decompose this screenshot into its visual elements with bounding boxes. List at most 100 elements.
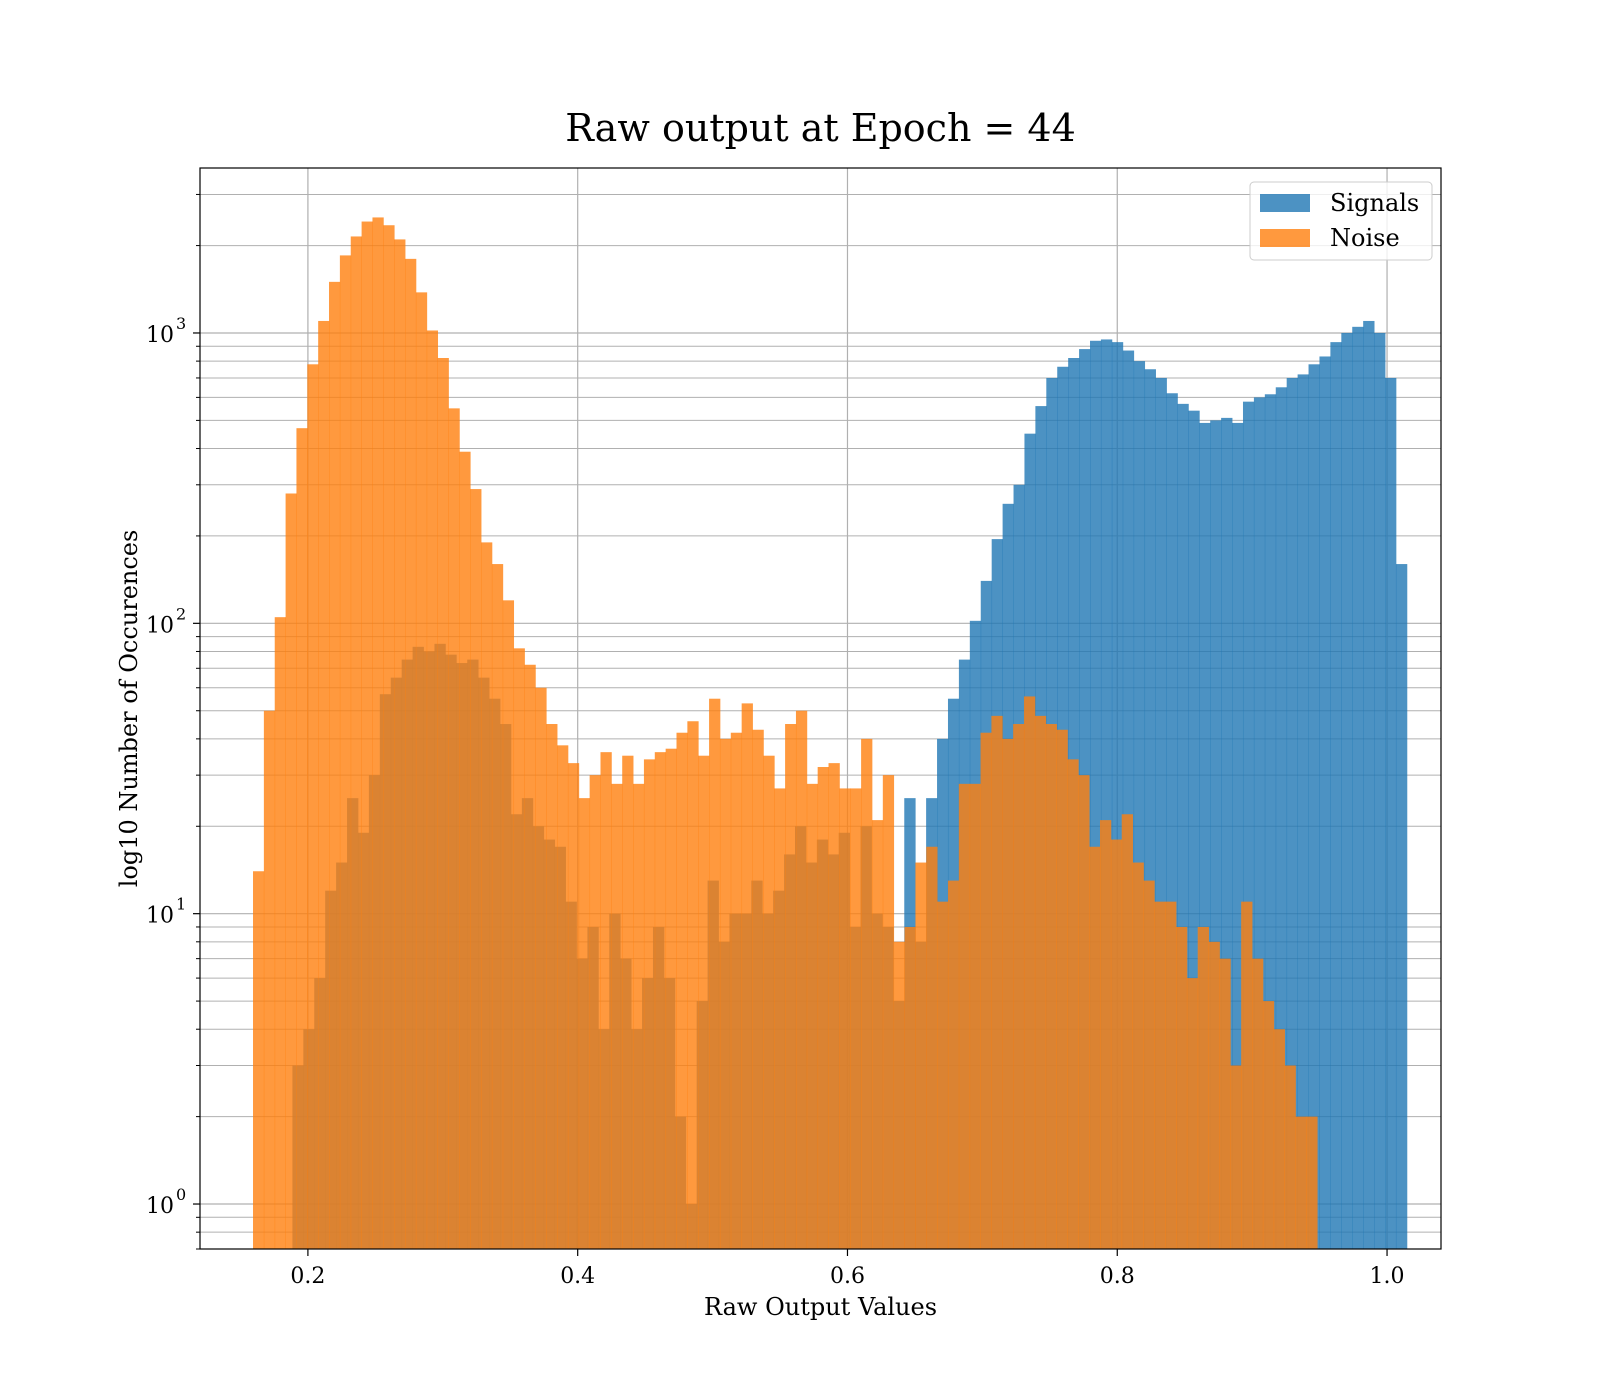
histogram-bar: [1241, 901, 1253, 1249]
histogram-bar: [383, 225, 395, 1249]
x-tick-label: 1.0: [1370, 1264, 1405, 1289]
histogram-bar: [980, 732, 992, 1249]
histogram-bar: [611, 783, 623, 1249]
histogram-bar: [1056, 729, 1068, 1249]
legend-swatch-noise: [1260, 229, 1310, 247]
x-axis-label: Raw Output Values: [704, 1293, 937, 1321]
histogram-bar: [1155, 377, 1167, 1250]
histogram-bar: [318, 320, 330, 1249]
histogram-bar: [795, 710, 808, 1249]
histogram-bar: [567, 763, 580, 1249]
histogram-bar: [774, 788, 786, 1249]
x-tick-label: 0.6: [830, 1264, 865, 1289]
histogram-bar: [1166, 393, 1178, 1249]
y-tick-label: 10: [146, 1194, 174, 1219]
histogram-bar: [513, 648, 525, 1249]
histogram-bar: [589, 775, 601, 1249]
legend-label-noise: Noise: [1330, 224, 1400, 252]
histogram-bar: [1089, 846, 1101, 1249]
legend: Signals Noise: [1249, 181, 1433, 261]
histogram-bar: [535, 687, 547, 1249]
histogram-bar: [1154, 901, 1166, 1249]
histogram-bar: [687, 721, 699, 1249]
histogram-bar: [1253, 397, 1266, 1249]
histogram-bar: [600, 752, 612, 1249]
histogram-bar: [253, 871, 265, 1249]
histogram-bar: [730, 732, 743, 1249]
histogram-bar: [1230, 1065, 1242, 1249]
histogram-bar: [405, 258, 417, 1249]
histogram-bar: [969, 783, 981, 1249]
histogram-bar: [470, 489, 482, 1249]
histogram-bar: [1352, 326, 1364, 1249]
histogram-bar: [1199, 422, 1211, 1249]
histogram-bar: [958, 783, 971, 1249]
histogram-bar: [719, 738, 732, 1249]
histogram-bar: [329, 281, 341, 1249]
x-tick-label: 0.8: [1100, 1264, 1135, 1289]
legend-swatch-signals: [1260, 194, 1310, 212]
x-tick-label: 0.2: [290, 1264, 325, 1289]
y-tick-exponent: 2: [176, 604, 186, 623]
histogram-bar: [502, 600, 515, 1249]
histogram-bar: [1110, 839, 1123, 1249]
histogram-bar: [1273, 1029, 1285, 1249]
histogram-bar: [752, 729, 764, 1249]
y-tick-label: 10: [146, 323, 174, 348]
histogram-bar: [1385, 377, 1397, 1250]
histogram-bar: [1133, 361, 1146, 1249]
histogram-bar: [459, 451, 471, 1249]
histogram-bar: [1143, 880, 1155, 1249]
histogram-bar: [1306, 1116, 1318, 1249]
histogram-bar: [1013, 724, 1025, 1249]
histogram-bar: [633, 783, 645, 1249]
histogram-bar: [546, 724, 558, 1249]
histogram-bar: [654, 752, 667, 1249]
histogram-bar: [763, 755, 775, 1249]
histogram-bar: [937, 901, 949, 1249]
histogram-bar: [1197, 926, 1209, 1249]
histogram-bar: [448, 408, 460, 1249]
histogram-bar: [1295, 1116, 1307, 1249]
x-tick-label: 0.4: [560, 1264, 595, 1289]
histogram-bar: [926, 846, 938, 1249]
series-noise: [253, 217, 1318, 1250]
histogram-bar: [274, 617, 286, 1249]
histogram-bar: [1308, 364, 1320, 1249]
histogram-bar: [578, 798, 591, 1249]
y-tick-exponent: 3: [176, 314, 186, 333]
bars: [253, 217, 1408, 1250]
y-axis-label: log10 Number of Occurences: [115, 530, 143, 888]
histogram-bar: [1284, 1065, 1296, 1249]
histogram-bar: [709, 698, 721, 1249]
histogram-bar: [1341, 332, 1353, 1249]
histogram-bar: [665, 748, 677, 1249]
histogram-bar: [947, 880, 960, 1249]
histogram-bar: [622, 755, 634, 1249]
histogram-bar: [893, 941, 905, 1249]
histogram-bar: [676, 732, 688, 1249]
histogram-bar: [1242, 401, 1255, 1249]
histogram-bar: [785, 724, 797, 1249]
plot-frame: [199, 167, 1442, 1250]
histogram-bar: [394, 239, 406, 1250]
histogram-bar: [339, 255, 352, 1249]
histogram-bar: [437, 358, 449, 1249]
histogram-bar: [817, 767, 829, 1249]
histogram-bar: [1111, 342, 1124, 1250]
histogram-bar: [1262, 1001, 1275, 1249]
histogram-bar: [991, 715, 1003, 1249]
histogram-bar: [1099, 820, 1112, 1249]
y-tick-label: 10: [146, 613, 174, 638]
histogram-bar: [698, 755, 710, 1249]
legend-label-signals: Signals: [1330, 189, 1419, 217]
histogram-bar: [557, 745, 569, 1249]
histogram-bar: [861, 738, 873, 1249]
histogram-bar: [1286, 377, 1299, 1250]
histogram-bar: [415, 292, 428, 1249]
histogram-bar: [1177, 403, 1189, 1250]
y-tick-label: 10: [146, 904, 174, 929]
histogram-bar: [1122, 350, 1135, 1249]
histogram-bar: [1176, 926, 1188, 1249]
